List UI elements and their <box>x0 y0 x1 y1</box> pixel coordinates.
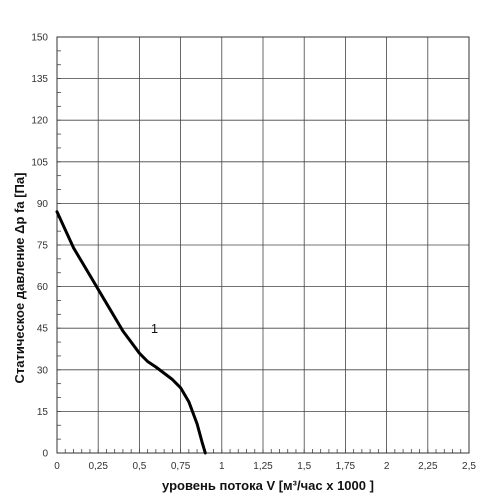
x-tick-label: 1,5 <box>297 461 311 472</box>
series-label-1: 1 <box>151 321 158 336</box>
y-tick-label: 45 <box>37 324 49 335</box>
x-tick-labels: 0 0,25 0,5 0,75 1 1,25 1,5 1,75 2 2,25 2,5 <box>54 461 476 472</box>
series-line-1 <box>55 210 207 455</box>
x-tick-label: 2,25 <box>418 461 438 472</box>
plot-frame <box>56 36 470 454</box>
x-tick-label: 1,25 <box>253 461 273 472</box>
y-tick-label: 120 <box>31 116 48 127</box>
x-tick-label: 0,25 <box>88 461 108 472</box>
y-tick-label: 15 <box>37 407 49 418</box>
x-tick-label: 2 <box>384 461 390 472</box>
y-tick-labels: 0 15 30 45 60 75 90 105 120 135 150 <box>31 33 48 460</box>
y-tick-label: 30 <box>37 365 49 376</box>
x-tick-label: 1 <box>219 461 225 472</box>
x-tick-label: 0,75 <box>171 461 191 472</box>
grid <box>56 36 470 454</box>
y-tick-label: 0 <box>42 449 48 460</box>
x-tick-label: 1,75 <box>336 461 356 472</box>
x-axis-title: уровень потока V [м³/час x 1000 ] <box>162 478 374 493</box>
x-tick-label: 2,5 <box>462 461 476 472</box>
y-tick-label: 60 <box>37 282 49 293</box>
y-tick-label: 135 <box>31 74 48 85</box>
y-tick-label: 90 <box>37 199 49 210</box>
x-tick-label: 0,5 <box>132 461 146 472</box>
y-tick-label: 150 <box>31 33 48 44</box>
y-tick-label: 105 <box>31 157 48 168</box>
y-axis-title: Статическое давление Δp fa [Па] <box>12 173 27 384</box>
series-group: 1 <box>55 210 207 455</box>
y-tick-label: 75 <box>37 241 49 252</box>
x-tick-label: 0 <box>54 461 60 472</box>
